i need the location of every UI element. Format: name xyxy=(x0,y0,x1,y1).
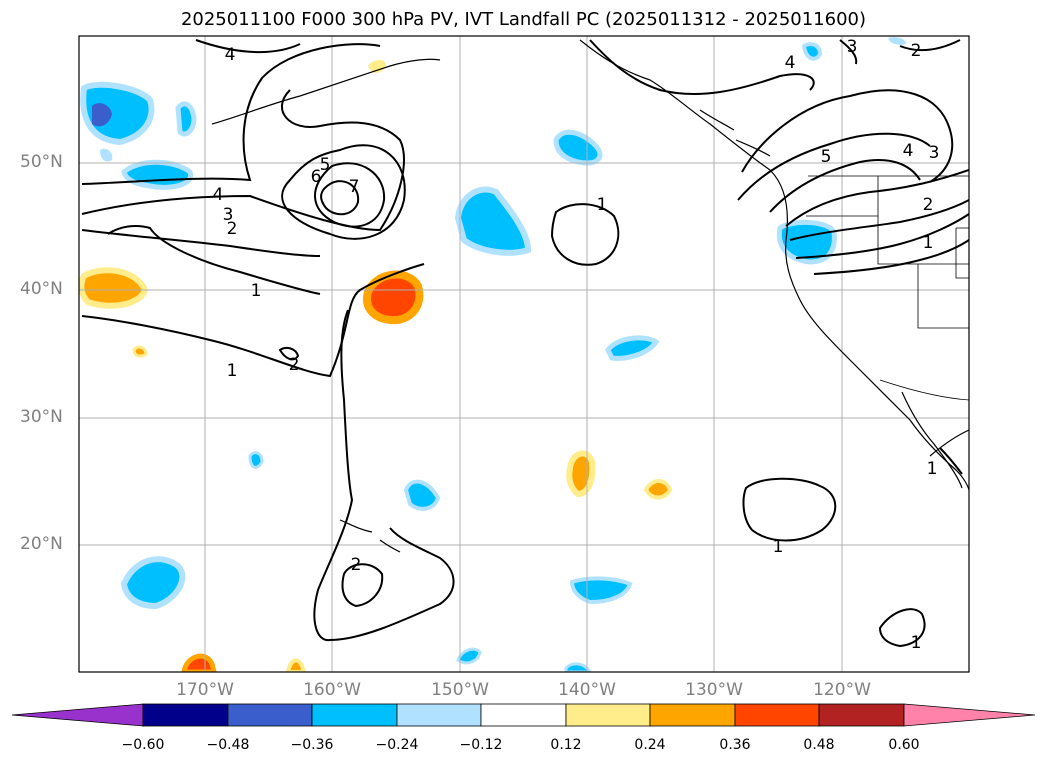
contour-label: 6 xyxy=(311,167,322,187)
negative-anomaly-region xyxy=(776,219,837,265)
colorbar-extend-high xyxy=(903,703,1036,727)
pv-contours xyxy=(81,39,969,648)
lat-label-40n: 40°N xyxy=(20,279,63,299)
coastlines xyxy=(211,39,969,553)
contour-label: 1 xyxy=(227,361,238,381)
colorbar-tick: −0.48 xyxy=(206,737,250,753)
contour-labels: 4 5 6 7 4 3 2 1 1 2 2 1 4 3 5 4 3 2 1 2 … xyxy=(213,37,940,653)
colorbar-bin xyxy=(227,703,313,727)
negative-anomaly-region xyxy=(175,101,197,137)
colorbar-bin xyxy=(480,703,567,727)
lat-label-20n: 20°N xyxy=(20,534,63,554)
lat-label-30n: 30°N xyxy=(20,407,63,427)
positive-anomaly-region xyxy=(368,60,386,73)
lon-label-170w: 170°W xyxy=(176,680,234,700)
plot-frame xyxy=(78,35,970,673)
contour-label: 4 xyxy=(213,185,224,205)
positive-anomaly-region xyxy=(285,658,307,672)
negative-anomaly-region xyxy=(100,148,113,162)
colorbar xyxy=(11,703,1036,727)
colorbar-bin xyxy=(818,703,905,727)
negative-anomaly-region xyxy=(121,159,194,190)
gridlines xyxy=(79,36,969,672)
colorbar-bin xyxy=(142,703,229,727)
colorbar-bin xyxy=(565,703,651,727)
colorbar-tick: 0.24 xyxy=(634,737,666,753)
lon-label-140w: 140°W xyxy=(558,680,616,700)
colorbar-tick: −0.24 xyxy=(375,737,419,753)
positive-anomaly-region xyxy=(181,653,217,672)
negative-anomaly-region xyxy=(403,479,441,511)
colorbar-tick: −0.60 xyxy=(121,737,165,753)
colorbar-extend-low xyxy=(11,703,144,727)
colorbar-tick: 0.12 xyxy=(550,737,582,753)
contour-label: 5 xyxy=(320,155,331,175)
contour-label: 5 xyxy=(821,147,832,167)
contour-label: 1 xyxy=(773,537,784,557)
contour-label: 1 xyxy=(927,459,938,479)
negative-anomaly-region xyxy=(120,556,186,610)
colorbar-bin xyxy=(734,703,820,727)
negative-anomaly-region xyxy=(248,451,264,469)
colorbar-tick: 0.36 xyxy=(719,737,751,753)
contour-label: 7 xyxy=(349,177,360,197)
lon-label-120w: 120°W xyxy=(813,680,871,700)
negative-anomaly-region xyxy=(553,129,603,166)
map-title: 2025011100 F000 300 hPa PV, IVT Landfall… xyxy=(180,9,867,30)
contour-label: 1 xyxy=(251,281,262,301)
negative-anomaly-core xyxy=(92,103,112,127)
contour-label: 3 xyxy=(223,205,234,225)
colorbar-bin xyxy=(396,703,482,727)
positive-anomaly-region xyxy=(643,479,673,500)
lon-label-130w: 130°W xyxy=(685,680,743,700)
lon-label-160w: 160°W xyxy=(303,680,361,700)
colorbar-bin xyxy=(649,703,736,727)
colorbar-tick: 0.48 xyxy=(803,737,835,753)
colorbar-tick: −0.36 xyxy=(290,737,334,753)
positive-anomaly-region xyxy=(566,450,596,498)
contour-label: 2 xyxy=(227,219,238,239)
negative-anomaly-region xyxy=(605,335,660,361)
colorbar-tick: −0.12 xyxy=(459,737,503,753)
lon-label-150w: 150°W xyxy=(431,680,489,700)
negative-anomaly-region xyxy=(454,186,532,256)
negative-anomaly-region xyxy=(456,647,482,665)
contour-label: 4 xyxy=(785,53,796,73)
contour-label: 3 xyxy=(929,143,940,163)
colorbar-bin xyxy=(311,703,398,727)
negative-anomaly-region xyxy=(888,37,906,45)
negative-anomaly-region xyxy=(564,662,592,672)
contour-label: 1 xyxy=(923,233,934,253)
contour-label: 2 xyxy=(911,41,922,61)
contour-label: 1 xyxy=(597,195,608,215)
negative-anomaly-region xyxy=(80,81,155,146)
lat-label-50n: 50°N xyxy=(20,152,63,172)
contour-label: 2 xyxy=(351,555,362,575)
contour-label: 2 xyxy=(923,195,934,215)
contour-label: 4 xyxy=(225,45,236,65)
contour-label: 2 xyxy=(289,355,300,375)
contour-label: 4 xyxy=(903,141,914,161)
contour-label: 1 xyxy=(911,633,922,653)
positive-anomaly-region xyxy=(132,345,148,358)
negative-anomaly-region xyxy=(801,42,823,61)
colorbar-tick: 0.60 xyxy=(888,737,920,753)
contour-label: 3 xyxy=(847,37,858,57)
political-borders xyxy=(806,175,969,401)
positive-anomaly-region xyxy=(79,267,149,309)
